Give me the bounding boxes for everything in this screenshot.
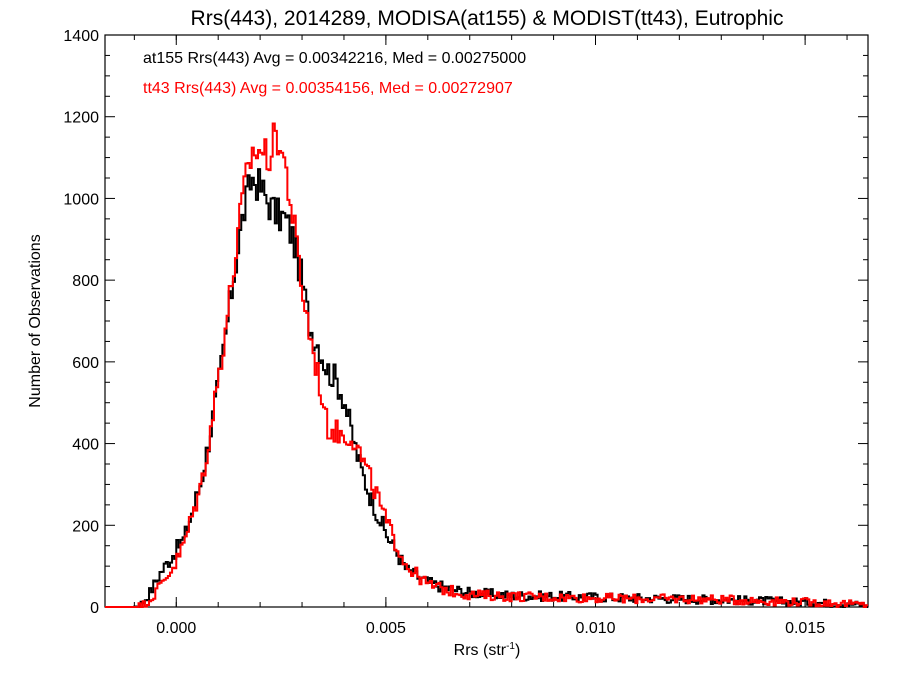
y-tick-label: 1200 <box>63 110 99 127</box>
x-tick-label: 0.010 <box>575 620 615 637</box>
y-tick-label: 200 <box>72 518 99 535</box>
x-tick-label: 0.005 <box>366 620 406 637</box>
y-tick-label: 400 <box>72 437 99 454</box>
y-tick-label: 0 <box>90 600 99 617</box>
x-axis-label-close: ) <box>515 642 520 659</box>
y-tick-label: 1000 <box>63 191 99 208</box>
x-tick-label: 0.015 <box>785 620 825 637</box>
y-tick-label: 600 <box>72 355 99 372</box>
series-tt43-line <box>105 122 868 608</box>
y-tick-label: 1400 <box>63 28 99 45</box>
y-axis-label: Number of Observations <box>27 234 44 407</box>
y-axis: 0 200 400 600 800 1000 1200 1400 <box>63 28 868 617</box>
x-axis: 0.000 0.005 0.010 0.015 <box>133 35 848 637</box>
stats-annotation-1: at155 Rrs(443) Avg = 0.00342216, Med = 0… <box>143 50 526 67</box>
series-group <box>105 122 868 608</box>
x-axis-label: Rrs (str-1) <box>454 641 521 659</box>
x-axis-label-text: Rrs (str <box>454 642 507 659</box>
x-tick-label: 0.000 <box>156 620 196 637</box>
plot-frame <box>104 34 869 608</box>
chart-title: Rrs(443), 2014289, MODISA(at155) & MODIS… <box>191 7 784 30</box>
stats-annotation-2: tt43 Rrs(443) Avg = 0.00354156, Med = 0.… <box>143 80 513 97</box>
stats-annotations: at155 Rrs(443) Avg = 0.00342216, Med = 0… <box>143 50 526 97</box>
series-at155-line <box>105 168 868 608</box>
x-axis-label-superscript: -1 <box>506 641 515 652</box>
y-tick-label: 800 <box>72 273 99 290</box>
